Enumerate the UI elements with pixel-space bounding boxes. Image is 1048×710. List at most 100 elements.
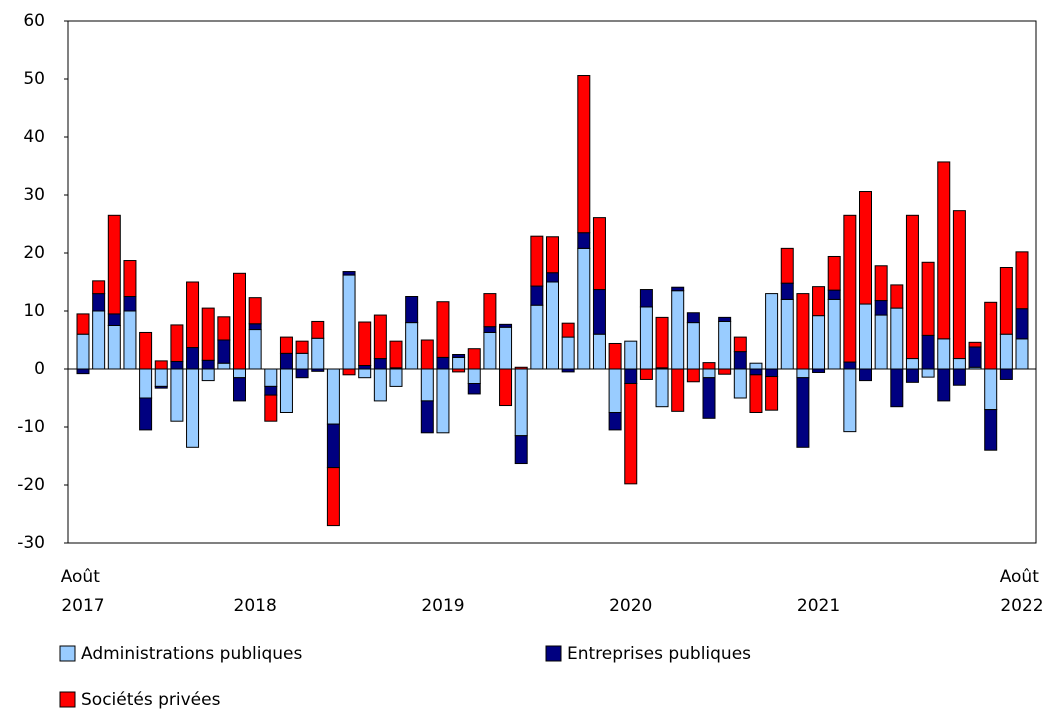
bar xyxy=(968,346,982,368)
bar xyxy=(999,267,1013,335)
bar xyxy=(639,289,653,308)
x-tick-label: 2020 xyxy=(609,596,652,616)
bar xyxy=(483,331,497,370)
bar xyxy=(702,377,716,419)
bar xyxy=(890,307,904,370)
legend-label: Administrations publiques xyxy=(81,644,302,664)
bar xyxy=(373,368,387,402)
x-tick-label: Août 2017 xyxy=(61,567,106,616)
bar xyxy=(92,280,106,295)
bar xyxy=(952,210,966,360)
bar xyxy=(592,333,606,370)
bar xyxy=(874,314,888,370)
bar xyxy=(483,293,497,328)
bar xyxy=(812,315,826,370)
bar xyxy=(499,323,513,328)
bar xyxy=(342,274,356,370)
bar xyxy=(170,360,184,370)
bar xyxy=(295,340,309,354)
legend-swatch xyxy=(545,645,562,662)
bar xyxy=(467,368,481,384)
bar xyxy=(749,374,763,413)
bar xyxy=(436,301,450,358)
bar xyxy=(561,336,575,370)
bar xyxy=(264,368,278,387)
bar xyxy=(592,289,606,335)
bar xyxy=(248,329,262,370)
bar xyxy=(373,314,387,360)
bar xyxy=(264,385,278,396)
bar xyxy=(765,376,779,411)
bar xyxy=(420,339,434,370)
plot-frame xyxy=(67,20,1037,544)
legend-label: Entreprises publiques xyxy=(567,644,751,664)
bar xyxy=(999,333,1013,370)
bar xyxy=(514,368,528,437)
bar xyxy=(358,321,372,367)
bar xyxy=(326,368,340,425)
bar xyxy=(342,368,356,376)
bar xyxy=(639,306,653,370)
bar xyxy=(201,307,215,361)
bar xyxy=(186,368,200,448)
bar xyxy=(342,271,356,276)
bar xyxy=(389,368,403,387)
bar xyxy=(984,301,998,370)
bar xyxy=(279,352,293,370)
bar xyxy=(905,368,919,383)
bar xyxy=(999,368,1013,380)
bar xyxy=(968,341,982,348)
y-tick-label: 20 xyxy=(23,243,45,263)
bar xyxy=(326,423,340,469)
bar xyxy=(561,322,575,338)
bar xyxy=(577,247,591,370)
x-tick-label-line: 2022 xyxy=(1000,596,1043,616)
bar xyxy=(530,285,544,306)
y-tick-label: 40 xyxy=(23,127,45,147)
bar xyxy=(937,161,951,340)
bar xyxy=(186,347,200,370)
bar xyxy=(295,352,309,370)
bar xyxy=(624,383,638,485)
bar xyxy=(639,368,653,380)
bar xyxy=(123,296,137,312)
bar xyxy=(295,368,309,379)
bar xyxy=(217,316,231,341)
bar xyxy=(499,326,513,370)
x-tick-label: 2019 xyxy=(421,596,464,616)
y-tick-label: 60 xyxy=(23,11,45,31)
bar xyxy=(733,336,747,353)
bar xyxy=(358,368,372,379)
bar xyxy=(874,265,888,302)
bar xyxy=(405,322,419,370)
bar xyxy=(859,191,872,305)
bar xyxy=(718,320,732,370)
legend-label: Sociétés privées xyxy=(81,690,221,710)
bar xyxy=(436,368,450,434)
bar xyxy=(311,320,325,339)
bar xyxy=(874,300,888,316)
bar xyxy=(452,356,466,370)
bar xyxy=(812,286,826,317)
bar xyxy=(546,272,559,283)
bar xyxy=(827,289,841,300)
bar xyxy=(139,397,153,431)
bar xyxy=(107,214,121,315)
bar xyxy=(373,358,387,370)
bar xyxy=(655,368,669,408)
bar xyxy=(154,385,168,389)
bar xyxy=(780,247,794,284)
bar xyxy=(608,412,622,431)
bar xyxy=(452,354,466,358)
bar xyxy=(624,340,638,370)
bar xyxy=(248,297,262,325)
y-tick-label: 10 xyxy=(23,301,45,321)
bar xyxy=(921,368,935,378)
bar xyxy=(76,313,90,335)
bar xyxy=(186,281,200,349)
bar xyxy=(765,293,779,370)
bar xyxy=(702,362,716,370)
bar xyxy=(686,312,700,324)
bar xyxy=(483,326,497,333)
